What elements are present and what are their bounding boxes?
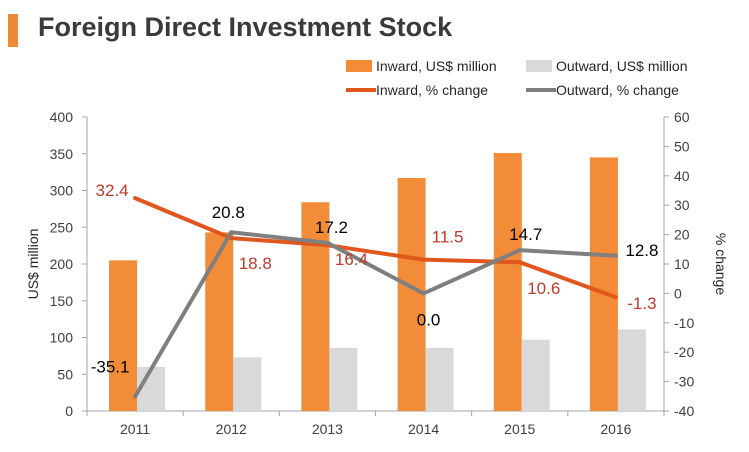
y-left-tick-label: 50: [57, 366, 73, 382]
y-right-tick-label: 40: [674, 168, 690, 184]
line-outward-change: [133, 230, 617, 398]
bar-outward: [233, 357, 262, 411]
y-right-tick-label: 0: [674, 285, 682, 301]
legend-label: Outward, % change: [556, 82, 679, 98]
y-right-tick-label: 60: [674, 109, 690, 125]
bar-inward: [205, 232, 234, 411]
legend-label: Inward, % change: [376, 82, 488, 98]
x-tick-label: 2016: [600, 421, 631, 437]
y-left-tick-label: 400: [50, 109, 74, 125]
legend-swatch: [346, 60, 372, 72]
data-label-outward-change: 12.8: [625, 241, 658, 260]
data-label-outward-change: 14.7: [509, 225, 542, 244]
y-right-axis-title: % change: [713, 233, 729, 295]
legend-label: Inward, US$ million: [376, 58, 497, 74]
y-right-tick-label: 50: [674, 138, 690, 154]
point-inward-change: [613, 295, 618, 300]
x-tick-label: 2012: [216, 421, 247, 437]
point-outward-change: [517, 248, 522, 253]
data-label-inward-change: -1.3: [627, 294, 656, 313]
point-outward-change: [229, 230, 234, 235]
bar-inward: [493, 153, 522, 411]
y-right-tick-label: 10: [674, 256, 690, 272]
y-left-tick-label: 300: [50, 183, 74, 199]
title-accent-bar: [8, 14, 18, 47]
data-label-outward-change: 20.8: [212, 203, 245, 222]
x-tick-label: 2015: [504, 421, 535, 437]
y-right-tick-label: -40: [674, 403, 694, 419]
bar-inward: [301, 202, 330, 411]
y-left-tick-label: 350: [50, 146, 74, 162]
line-inward-change: [134, 196, 617, 300]
data-label-inward-change: 10.6: [527, 279, 560, 298]
y-right-tick-label: 20: [674, 227, 690, 243]
y-left-tick-label: 0: [65, 403, 73, 419]
point-outward-change: [421, 291, 426, 296]
y-right-tick-label: -30: [674, 374, 694, 390]
y-left-tick-label: 250: [50, 219, 74, 235]
x-tick-label: 2011: [120, 421, 150, 437]
y-right-tick-label: 30: [674, 197, 690, 213]
bar-inward: [109, 260, 138, 411]
data-label-outward-change: -35.1: [91, 358, 130, 377]
point-outward-change: [613, 253, 618, 258]
bar-outward: [521, 339, 550, 411]
y-left-tick-label: 100: [50, 330, 74, 346]
data-label-inward-change: 32.4: [96, 181, 129, 200]
point-inward-change: [133, 196, 138, 201]
bar-outward: [425, 347, 454, 411]
point-outward-change: [325, 240, 330, 245]
data-label-outward-change: 17.2: [315, 218, 348, 237]
y-right-tick-label: -20: [674, 344, 694, 360]
data-label-inward-change: 18.8: [239, 254, 272, 273]
y-left-axis-title: US$ million: [25, 229, 41, 300]
bar-inward: [589, 157, 618, 411]
data-label-inward-change: 16.4: [335, 250, 368, 269]
x-tick-label: 2013: [312, 421, 343, 437]
data-label-outward-change: 0.0: [417, 310, 441, 329]
x-tick-label: 2014: [408, 421, 439, 437]
bar-outward: [617, 329, 646, 411]
y-left-tick-label: 150: [50, 293, 74, 309]
y-left-tick-label: 200: [50, 256, 74, 272]
point-outward-change: [133, 394, 138, 399]
point-inward-change: [229, 236, 234, 241]
bar-inward: [397, 178, 426, 411]
y-right-tick-label: -10: [674, 315, 694, 331]
point-inward-change: [517, 260, 522, 265]
bar-outward: [329, 347, 358, 411]
data-label-inward-change: 11.5: [432, 228, 464, 247]
legend-label: Outward, US$ million: [556, 58, 688, 74]
point-inward-change: [421, 257, 426, 262]
chart-title: Foreign Direct Investment Stock: [38, 12, 453, 42]
legend-swatch: [526, 60, 552, 72]
